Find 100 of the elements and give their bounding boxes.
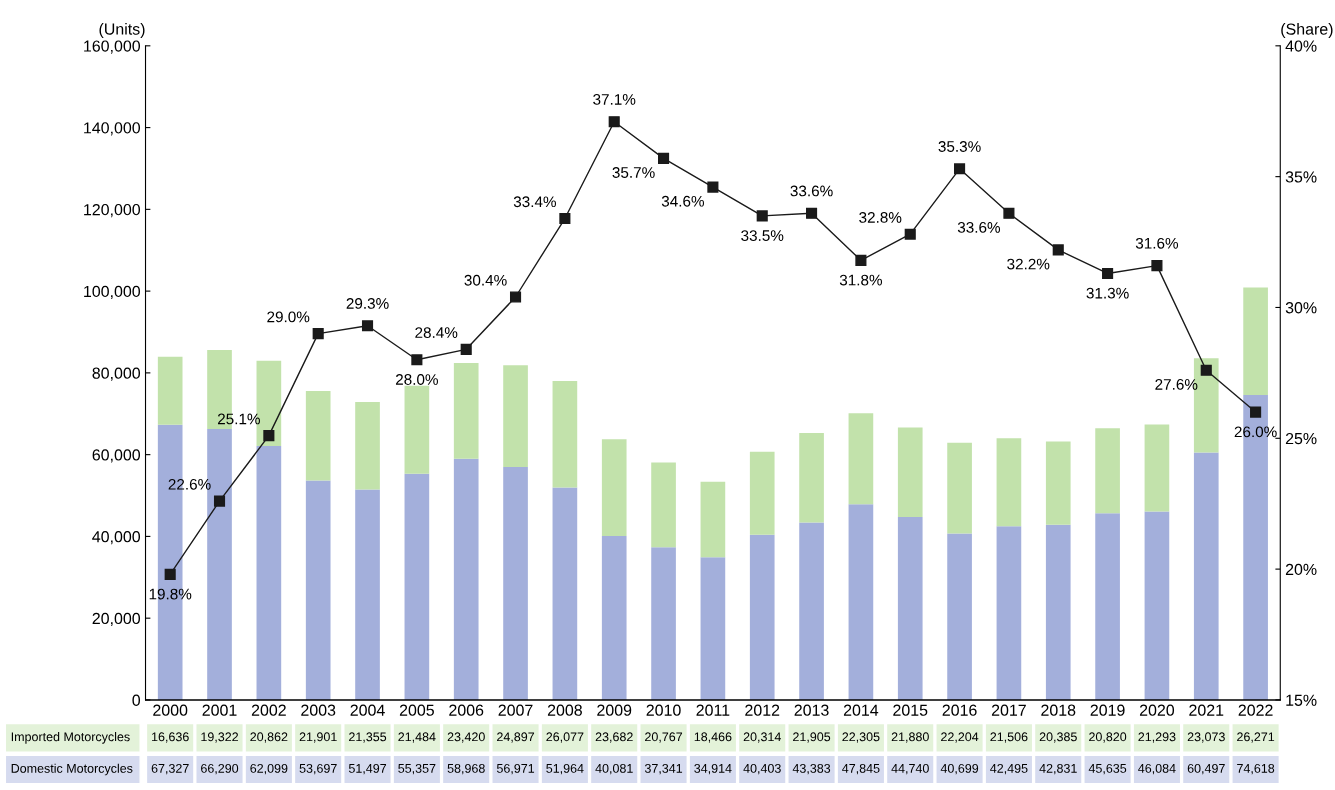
- bar: [503, 467, 528, 700]
- y2-tick-label: 20%: [1285, 563, 1317, 576]
- bar: [897, 427, 923, 518]
- data-label: 19.8%: [149, 588, 192, 600]
- bar: [305, 480, 331, 700]
- point: [460, 343, 472, 355]
- point: [1250, 406, 1262, 418]
- y-tick-label: 120,000: [84, 203, 141, 218]
- bar: [848, 413, 874, 505]
- x-tick-label: 2011: [696, 704, 730, 716]
- data-label: 28.4%: [415, 327, 458, 338]
- data-label: 21,484: [398, 732, 436, 743]
- x-tick-label: 2002: [251, 704, 286, 716]
- data-label: 34.6%: [661, 195, 705, 207]
- data-label: 42,831: [1039, 763, 1077, 775]
- data-label: 31.6%: [1135, 237, 1179, 249]
- point: [904, 228, 916, 240]
- data-label: 44,740: [891, 763, 929, 775]
- data-label: 35.3%: [938, 141, 981, 152]
- legend-label: Imported Motorcycles: [11, 732, 130, 744]
- data-label: 21,905: [793, 732, 831, 743]
- x-tick-label: 2018: [1041, 704, 1076, 716]
- data-label: 67,327: [151, 763, 189, 775]
- bar: [996, 526, 1022, 700]
- legend-label: Domestic Motorcycles: [11, 763, 133, 776]
- point: [411, 354, 423, 366]
- bar: [601, 536, 627, 700]
- bar: [503, 365, 528, 468]
- x-tick-label: 2005: [399, 704, 434, 716]
- point: [855, 254, 867, 266]
- y2-tick-label: 35%: [1285, 171, 1317, 183]
- data-label: 22,204: [941, 732, 979, 743]
- data-label: 21,901: [299, 732, 337, 743]
- data-label: 18,466: [694, 732, 732, 743]
- x-tick-label: 2010: [646, 704, 681, 716]
- bar: [700, 557, 726, 700]
- data-label: 42,495: [990, 763, 1028, 775]
- data-label: 45,635: [1088, 763, 1127, 775]
- data-label: 33.6%: [957, 222, 1001, 233]
- bar: [799, 522, 824, 700]
- x-tick-label: 2013: [794, 704, 829, 716]
- bar: [1045, 441, 1071, 525]
- y-tick-label: 20,000: [92, 612, 141, 627]
- data-label: 66,290: [201, 763, 239, 775]
- data-label: 46,084: [1138, 763, 1176, 775]
- point: [312, 328, 324, 340]
- bar: [1144, 424, 1170, 512]
- data-label: 33.4%: [513, 196, 556, 208]
- data-label: 62,099: [250, 763, 288, 775]
- bar: [749, 534, 775, 700]
- bar: [453, 458, 479, 700]
- data-label: 20,862: [250, 732, 288, 743]
- data-label: 29.3%: [346, 298, 389, 309]
- data-label: 30.4%: [464, 274, 507, 286]
- data-label: 23,420: [447, 732, 485, 743]
- bar: [1095, 513, 1120, 700]
- x-tick-label: 2003: [301, 704, 336, 716]
- bar: [157, 356, 183, 425]
- point: [361, 320, 374, 332]
- x-tick-label: 2012: [745, 704, 780, 716]
- bar: [552, 380, 578, 488]
- data-label: 33.5%: [741, 230, 784, 241]
- point: [509, 291, 522, 303]
- data-label: 31.3%: [1086, 287, 1129, 299]
- data-label: 40,081: [595, 763, 633, 775]
- data-label: 43,383: [792, 763, 831, 775]
- point: [608, 116, 620, 128]
- bar: [996, 438, 1022, 527]
- bar: [651, 462, 676, 548]
- data-label: 20,820: [1089, 732, 1127, 743]
- data-label: 20,767: [645, 732, 683, 743]
- data-label: 51,497: [348, 763, 387, 775]
- data-label: 24,897: [497, 732, 535, 743]
- data-label: 58,968: [447, 763, 485, 775]
- point: [1003, 207, 1015, 219]
- data-label: 34,914: [694, 763, 732, 775]
- data-label: 26,077: [546, 732, 584, 743]
- data-label: 28.0%: [395, 374, 438, 385]
- x-tick-label: 2006: [449, 704, 484, 716]
- point: [1151, 260, 1163, 272]
- y-tick-label: 40,000: [92, 531, 141, 545]
- data-label: 35.7%: [612, 167, 655, 178]
- data-label: 26.0%: [1234, 426, 1277, 438]
- x-tick-label: 2020: [1139, 704, 1175, 716]
- y-tick-label: 160,000: [84, 40, 141, 54]
- y2-axis-title: (Share): [1281, 23, 1333, 38]
- data-label: 32.2%: [1007, 258, 1050, 270]
- bar: [749, 451, 775, 535]
- y2-tick-label: 15%: [1286, 694, 1317, 706]
- data-label: 22,305: [842, 732, 880, 743]
- data-label: 21,293: [1138, 732, 1176, 743]
- data-label: 20,385: [1039, 732, 1077, 743]
- data-label: 40,699: [940, 763, 979, 775]
- data-label: 25.1%: [217, 413, 260, 425]
- bar: [897, 517, 923, 700]
- bar: [601, 439, 627, 537]
- bar: [404, 473, 430, 700]
- y-tick-label: 80,000: [92, 367, 141, 381]
- bar: [355, 402, 380, 490]
- data-label: 20,314: [743, 732, 781, 743]
